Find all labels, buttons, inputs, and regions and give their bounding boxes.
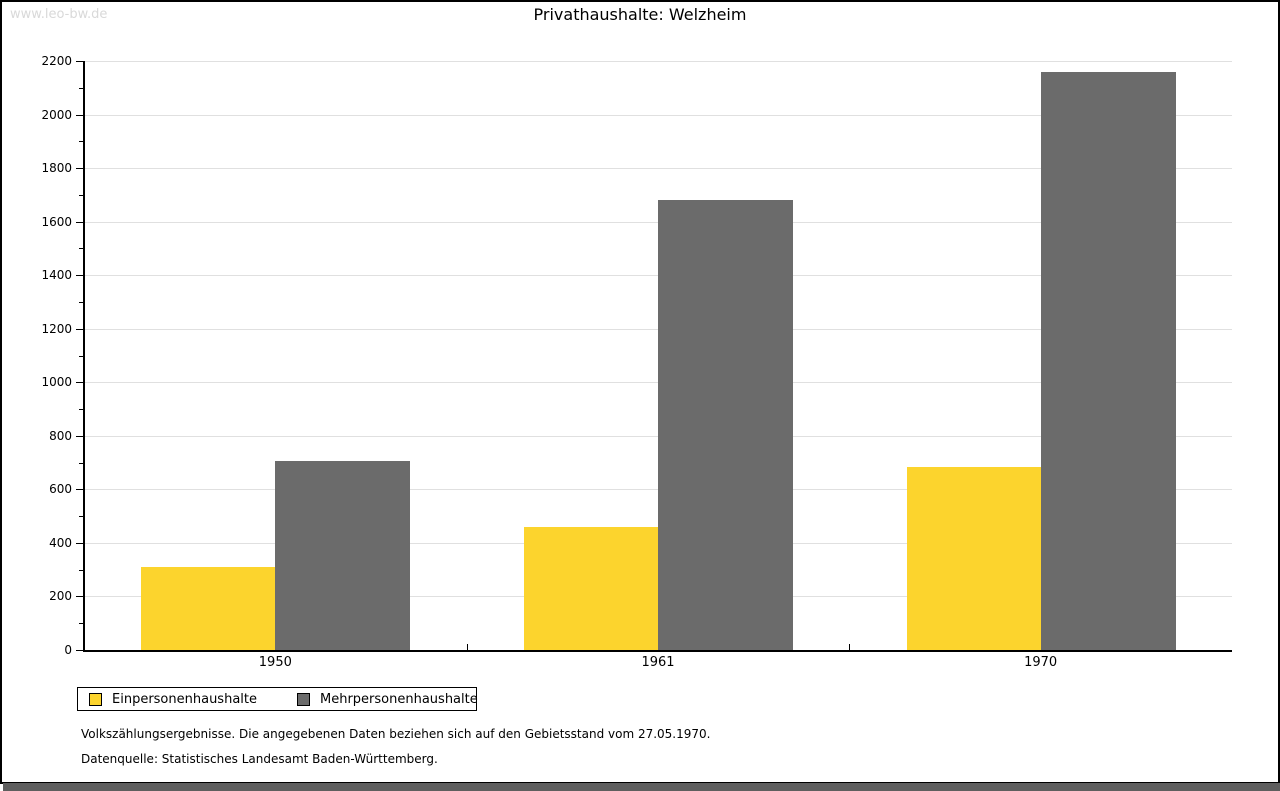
bar-mehrpersonenhaushalte-1950 <box>275 461 411 650</box>
y-axis-line <box>83 61 85 652</box>
y-tick-label-1000: 1000 <box>41 375 72 390</box>
y-tick-label-0: 0 <box>64 643 72 657</box>
x-tick-label-1961: 1961 <box>641 655 675 670</box>
y-tick-label-1200: 1200 <box>41 321 72 336</box>
legend-label: Einpersonenhaushalte <box>112 691 257 707</box>
chart-title: Privathaushalte: Welzheim <box>533 5 747 24</box>
x-boundary-tick-2 <box>849 644 851 650</box>
x-axis-line <box>83 650 1232 652</box>
y-minor-tick-1300 <box>79 301 84 303</box>
y-tick-label-1400: 1400 <box>41 268 72 283</box>
y-tick-600 <box>76 489 84 491</box>
x-boundary-tick-1 <box>466 644 468 650</box>
gridline-2000 <box>85 114 1232 116</box>
y-tick-label-1600: 1600 <box>41 214 72 229</box>
x-tick-label-1950: 1950 <box>258 655 292 670</box>
y-minor-tick-100 <box>79 623 84 625</box>
y-axis-label: Anzahl <box>0 45 2 86</box>
legend: Einpersonenhaushalte Mehrpersonenhaushal… <box>77 687 478 711</box>
footer-note-source-date: Volkszählungsergebnisse. Die angegebenen… <box>81 727 711 741</box>
legend-item-einpersonenhaushalte: Einpersonenhaushalte <box>89 692 257 707</box>
y-tick-2000 <box>76 114 84 116</box>
y-minor-tick-700 <box>79 462 84 464</box>
y-tick-label-200: 200 <box>49 589 72 604</box>
legend-item-mehrpersonenhaushalte: Mehrpersonenhaushalte <box>297 692 478 707</box>
gridline-1800 <box>85 168 1232 170</box>
watermark: www.leo-bw.de <box>10 7 108 22</box>
bottom-edge-strip <box>3 783 1280 791</box>
y-tick-label-1800: 1800 <box>41 161 72 176</box>
y-minor-tick-1700 <box>79 194 84 196</box>
gridline-2200 <box>85 61 1232 62</box>
y-tick-label-400: 400 <box>49 535 72 550</box>
y-minor-tick-900 <box>79 409 84 411</box>
y-minor-tick-1500 <box>79 248 84 250</box>
y-minor-tick-500 <box>79 516 84 518</box>
y-tick-400 <box>76 542 84 544</box>
y-minor-tick-2100 <box>79 87 84 89</box>
y-tick-label-800: 800 <box>49 428 72 443</box>
y-tick-1200 <box>76 328 84 330</box>
y-tick-1400 <box>76 275 84 277</box>
x-tick-label-1970: 1970 <box>1024 655 1058 670</box>
y-minor-tick-1900 <box>79 141 84 143</box>
footer-note-data-source: Datenquelle: Statistisches Landesamt Bad… <box>81 752 438 766</box>
bar-einpersonenhaushalte-1950 <box>141 567 276 650</box>
legend-label: Mehrpersonenhaushalte <box>320 691 478 707</box>
y-tick-1000 <box>76 382 84 384</box>
y-tick-800 <box>76 435 84 437</box>
y-tick-label-600: 600 <box>49 482 72 497</box>
bar-einpersonenhaushalte-1970 <box>906 467 1041 650</box>
y-tick-1600 <box>76 221 84 223</box>
y-tick-0 <box>76 650 84 651</box>
bar-einpersonenhaushalte-1961 <box>524 527 658 650</box>
y-minor-tick-300 <box>79 569 84 571</box>
y-tick-label-2200: 2200 <box>41 54 72 68</box>
y-tick-2200 <box>76 61 84 62</box>
bar-mehrpersonenhaushalte-1970 <box>1040 72 1176 650</box>
y-tick-200 <box>76 596 84 598</box>
y-minor-tick-1100 <box>79 355 84 357</box>
y-tick-1800 <box>76 168 84 170</box>
y-tick-label-2000: 2000 <box>41 107 72 122</box>
bar-mehrpersonenhaushalte-1961 <box>658 200 793 650</box>
legend-swatch-mehrpersonenhaushalte <box>297 692 310 706</box>
legend-swatch-einpersonenhaushalte <box>89 692 102 706</box>
